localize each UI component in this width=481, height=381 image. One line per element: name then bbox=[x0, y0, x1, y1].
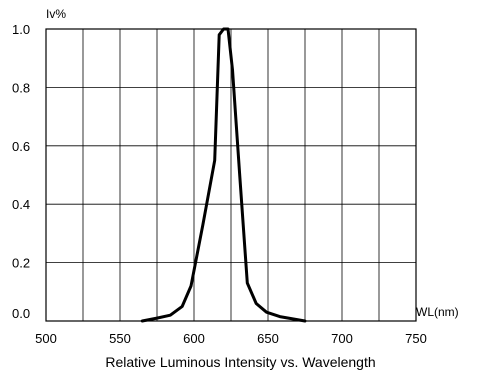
y-tick-label: 0.4 bbox=[12, 197, 30, 212]
grid bbox=[46, 29, 416, 321]
y-tick-label: 1.0 bbox=[12, 22, 30, 37]
tick-labels: 0.0 0.2 0.4 0.6 0.8 1.0 500 550 600 650 700 750 bbox=[12, 22, 427, 346]
series-line bbox=[140, 27, 307, 323]
y-tick-label: 0.0 bbox=[12, 306, 30, 321]
y-axis-label: Iv% bbox=[46, 7, 66, 21]
x-tick-label: 550 bbox=[109, 331, 131, 346]
x-axis-label: WL(nm) bbox=[416, 305, 459, 319]
y-tick-label: 0.8 bbox=[12, 80, 30, 95]
plot-frame bbox=[45, 28, 417, 322]
chart-title: Relative Luminous Intensity vs. Waveleng… bbox=[105, 354, 376, 370]
x-tick-label: 700 bbox=[331, 331, 353, 346]
x-tick-label: 500 bbox=[35, 331, 57, 346]
y-tick-label: 0.2 bbox=[12, 256, 30, 271]
y-tick-label: 0.6 bbox=[12, 139, 30, 154]
x-tick-label: 600 bbox=[183, 331, 205, 346]
x-tick-label: 750 bbox=[405, 331, 427, 346]
x-tick-label: 650 bbox=[257, 331, 279, 346]
